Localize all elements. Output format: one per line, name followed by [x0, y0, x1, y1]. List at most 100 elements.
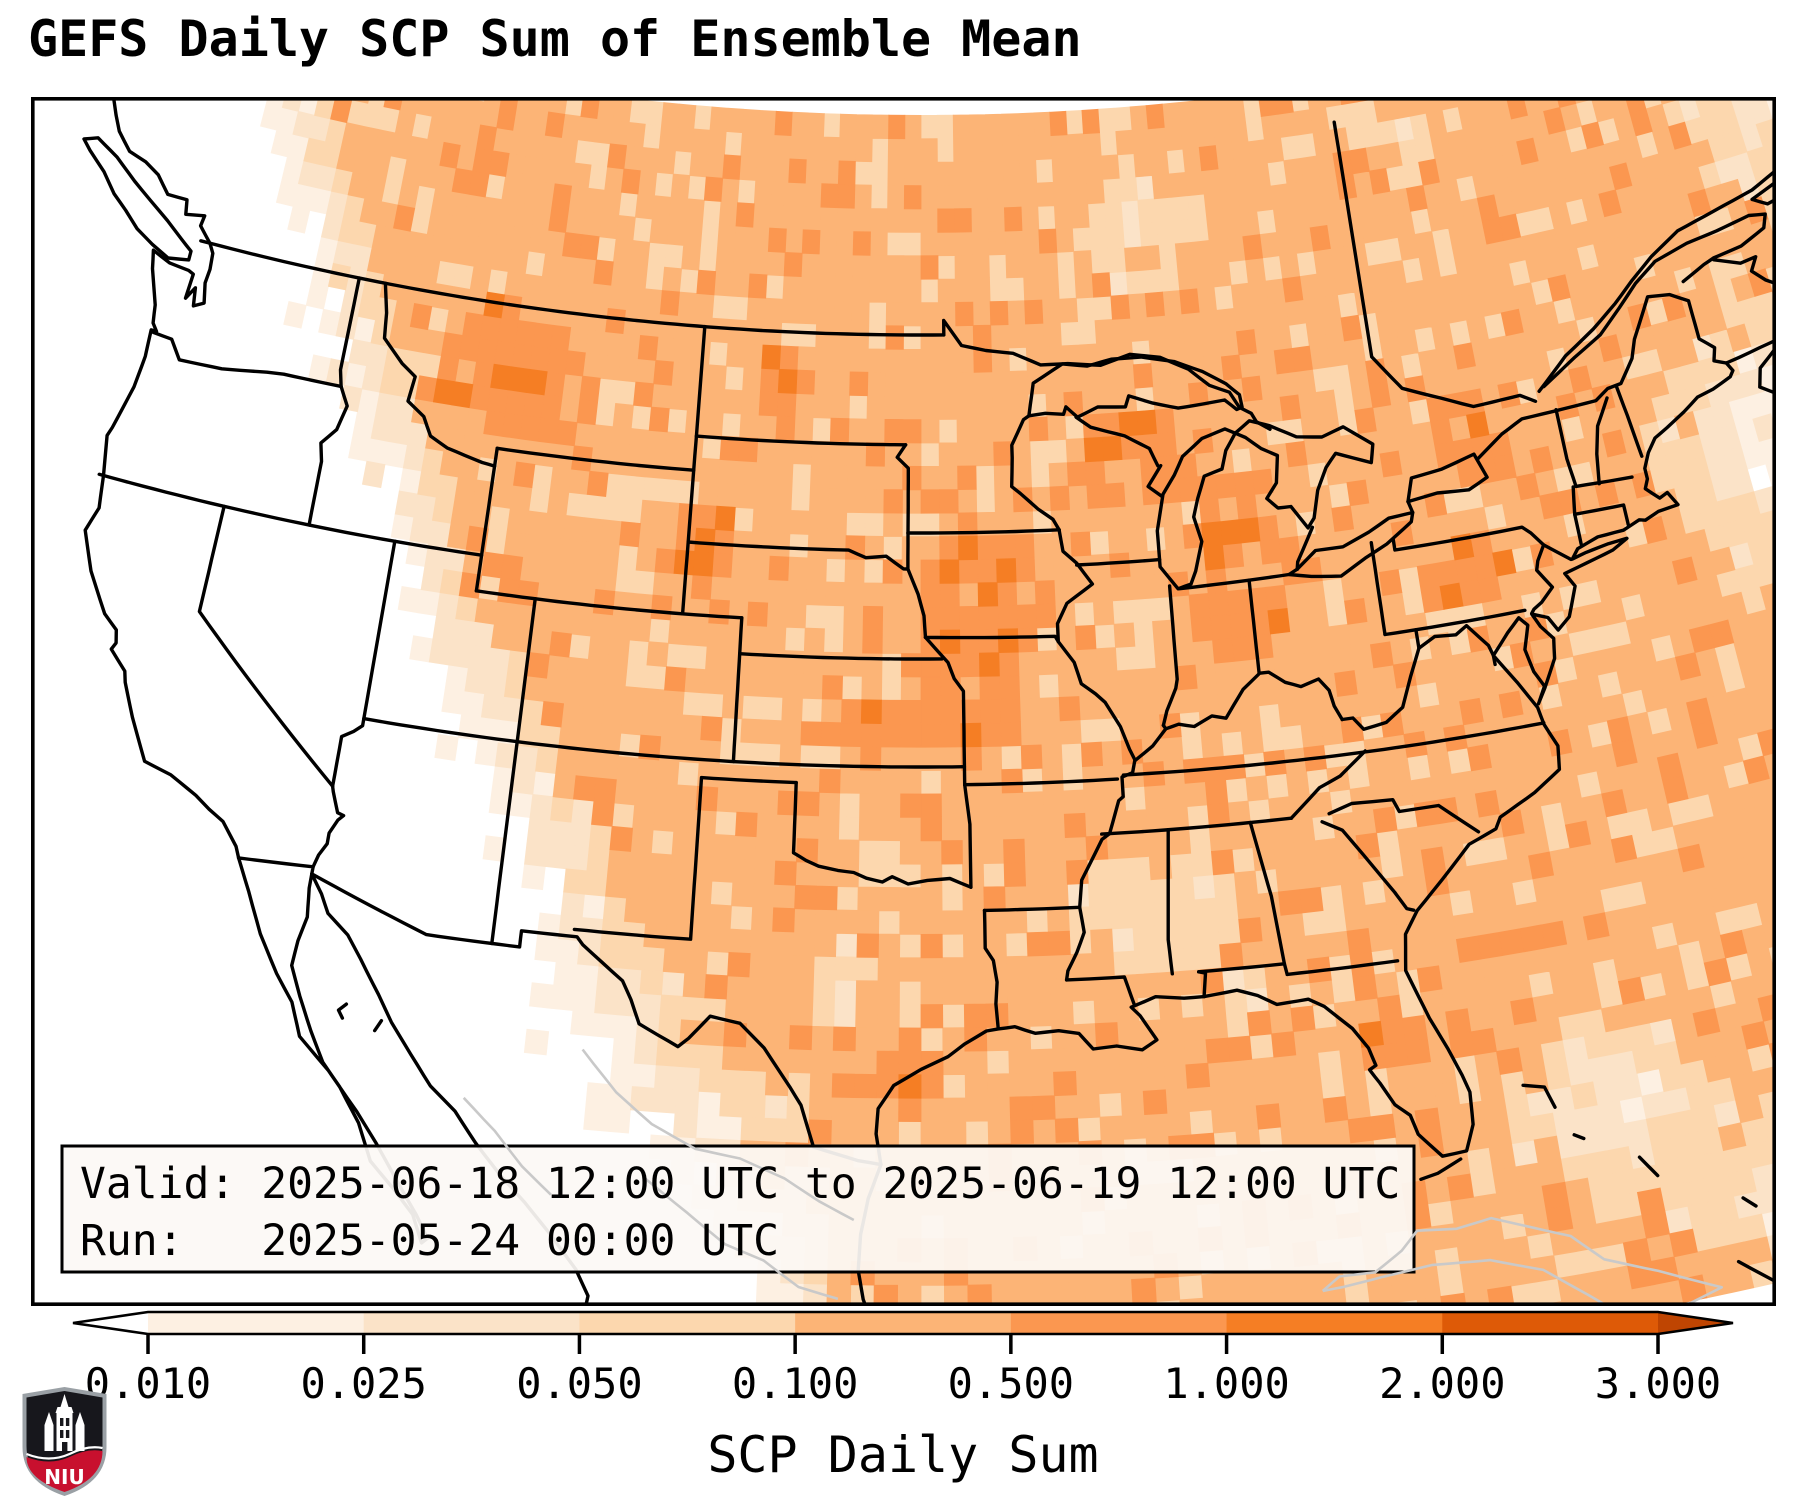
- border-line: [1332, 120, 1538, 409]
- border-line: [97, 472, 484, 557]
- border-line: [515, 597, 537, 744]
- map-frame: [31, 97, 1776, 1306]
- border-line: [1146, 463, 1164, 498]
- border-line: [1161, 584, 1179, 728]
- castle-icon: [44, 1394, 85, 1451]
- border-line: [1554, 408, 1578, 489]
- colorbar-segment: [363, 1312, 580, 1334]
- border-line: [474, 446, 499, 593]
- colorbar-tick-label: 0.100: [732, 1359, 858, 1408]
- border-line: [963, 777, 1120, 787]
- border-line: [1406, 452, 1489, 504]
- border-line: [982, 905, 1082, 913]
- border-line: [362, 716, 967, 769]
- colorbar-segment: [1226, 1312, 1443, 1334]
- border-line: [111, 97, 212, 245]
- border-line: [1074, 415, 1160, 468]
- border-line: [1064, 975, 1137, 1007]
- scp-field: [260, 97, 1776, 1306]
- border-line: [330, 539, 397, 788]
- border-line: [495, 446, 696, 472]
- border-line: [963, 783, 973, 889]
- colorbar-segment: [148, 1312, 365, 1334]
- colorbar-tick-label: 2.000: [1379, 1359, 1505, 1408]
- border-line: [1541, 543, 1573, 562]
- border-line: [1571, 485, 1577, 516]
- border-line: [694, 434, 908, 447]
- border-line: [307, 384, 349, 527]
- border-line: [1595, 396, 1609, 486]
- border-line: [199, 239, 946, 337]
- logo-text: NIU: [44, 1465, 84, 1489]
- colorbar-segment: [579, 1312, 796, 1334]
- border-line: [906, 531, 928, 640]
- border-line: [1166, 828, 1174, 976]
- border-line: [336, 1002, 349, 1020]
- border-line: [1055, 528, 1137, 982]
- border-line: [1391, 525, 1555, 616]
- colorbar: 0.010 0.025 0.050 0.100 0.500 1.000 2.000 3.000…: [72, 1310, 1734, 1484]
- border-line: [1369, 541, 1387, 637]
- border-line: [1741, 1196, 1758, 1208]
- logo-swoosh-line: [26, 1446, 103, 1460]
- border-line: [1155, 427, 1237, 591]
- foreign-border-line: [462, 1096, 552, 1196]
- colorbar-segment: [795, 1312, 1012, 1334]
- colorbar-tick-label: 0.500: [948, 1359, 1074, 1408]
- border-line: [1248, 820, 1289, 977]
- border-line: [1340, 646, 1421, 731]
- info-box: [60, 1144, 1416, 1274]
- border-line: [1614, 384, 1644, 458]
- colorbar-segment: [1442, 1312, 1659, 1334]
- border-line: [791, 780, 973, 889]
- border-line: [82, 136, 193, 262]
- border-line: [1197, 962, 1287, 974]
- border-line: [1537, 168, 1776, 393]
- border-line: [1542, 212, 1767, 389]
- border-line: [731, 616, 744, 764]
- border-line: [197, 504, 335, 788]
- niu-logo: NIU: [22, 1387, 107, 1496]
- border-line: [1476, 292, 1728, 461]
- colorbar-tick-label: 0.025: [300, 1359, 426, 1408]
- border-line: [686, 540, 910, 571]
- border-line: [373, 1019, 384, 1033]
- border-line: [151, 330, 343, 389]
- border-line: [572, 775, 798, 941]
- border-line: [1295, 525, 1315, 571]
- border-line: [1320, 820, 1416, 912]
- border-line: [1419, 1157, 1463, 1181]
- colorbar-axis-label: SCP Daily Sum: [707, 1426, 1098, 1484]
- logo-shield-red: [26, 1450, 103, 1492]
- colorbar-tick-label: 0.050: [516, 1359, 642, 1408]
- castle-windows: [60, 1418, 70, 1451]
- colorbar-tick-label: 3.000: [1595, 1359, 1721, 1408]
- scp-field-level-6: [432, 291, 1517, 1099]
- colorbar-segment: [1010, 1312, 1228, 1334]
- border-line: [923, 635, 967, 787]
- border-line: [1121, 721, 1546, 777]
- border-line: [338, 276, 361, 389]
- foreign-border-line: [581, 1048, 855, 1222]
- border-line: [906, 528, 1061, 535]
- border-line: [1197, 970, 1208, 999]
- foreign-border-line: [1321, 1216, 1723, 1306]
- border-line: [1521, 1083, 1557, 1109]
- border-line: [1573, 512, 1583, 546]
- border-line: [311, 784, 346, 869]
- figure-title: GEFS Daily SCP Sum of Ensemble Mean: [28, 10, 1082, 68]
- foreign-borders: [462, 1048, 1723, 1306]
- border-line: [1164, 670, 1344, 731]
- border-line: [236, 856, 883, 1167]
- border-line: [923, 634, 1060, 644]
- border-line: [382, 281, 497, 468]
- border-line: [874, 361, 1735, 1167]
- border-line: [1177, 572, 1291, 591]
- border-line: [738, 652, 944, 661]
- border-line: [680, 324, 707, 616]
- foreign-border-line: [643, 1176, 839, 1301]
- border-line: [1406, 499, 1415, 515]
- border-line: [895, 443, 910, 535]
- border-line: [982, 908, 1000, 1029]
